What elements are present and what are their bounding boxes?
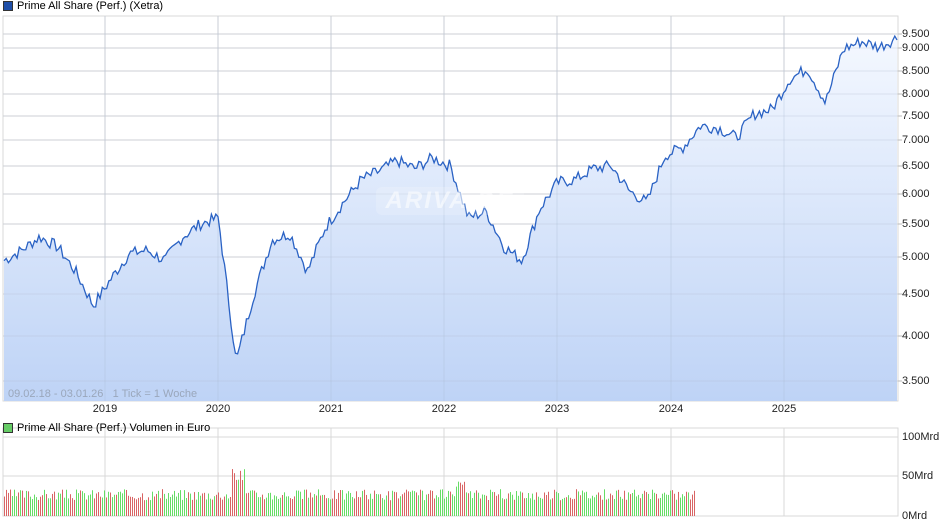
price-area-fill [4, 36, 897, 401]
legend-swatch-green [3, 423, 13, 433]
y-label: 7.500 [902, 110, 930, 122]
volume-label: 50Mrd [902, 470, 934, 482]
x-label: 2022 [431, 403, 457, 415]
date-range: 09.02.18 - 03.01.26 [8, 388, 104, 400]
y-label: 6.500 [902, 160, 930, 172]
x-label: 2021 [318, 403, 344, 415]
y-label: 8.500 [902, 65, 930, 77]
x-label: 2025 [771, 403, 797, 415]
volume-bars [4, 469, 695, 516]
x-label: 2020 [205, 403, 231, 415]
main-chart-title: Prime All Share (Perf.) (Xetra) [17, 0, 164, 12]
volume-chart-title: Prime All Share (Perf.) Volumen in Euro [17, 422, 211, 434]
y-label: 7.000 [902, 134, 930, 146]
y-label: 9.500 [902, 28, 930, 40]
main-chart-legend: Prime All Share (Perf.) (Xetra) [3, 0, 163, 12]
y-label: 9.000 [902, 42, 930, 54]
y-label: 6.000 [902, 188, 930, 200]
legend-swatch-blue [3, 1, 13, 11]
ariva-watermark: ARIVA.DE [376, 187, 524, 215]
price-line [3, 34, 898, 355]
y-label: 4.000 [902, 330, 930, 342]
y-label: 5.500 [902, 218, 930, 230]
volume-chart-legend: Prime All Share (Perf.) Volumen in Euro [3, 422, 210, 434]
chart-grid-overlay [3, 16, 898, 401]
volume-label: 100Mrd [902, 431, 940, 443]
y-label: 3.500 [902, 375, 930, 387]
date-range-info: 09.02.18 - 03.01.26 1 Tick = 1 Woche [8, 388, 197, 400]
y-label: 5.000 [902, 251, 930, 263]
x-label: 2019 [92, 403, 118, 415]
y-label: 4.500 [902, 288, 930, 300]
y-label: 8.000 [902, 88, 930, 100]
volume-label: 0Mrd [902, 510, 928, 522]
tick-interval: 1 Tick = 1 Woche [112, 388, 198, 400]
x-label: 2024 [658, 403, 684, 415]
x-label: 2023 [544, 403, 570, 415]
